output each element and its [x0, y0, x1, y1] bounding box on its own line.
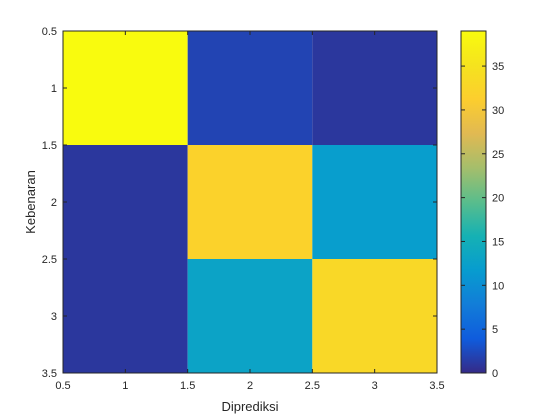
x-axis-label: Diprediksi	[221, 399, 278, 414]
colorbar	[460, 30, 487, 374]
x-tick-label: 3.5	[429, 380, 444, 392]
x-tick-label: 2	[247, 380, 253, 392]
y-axis: 0.5 1 1.5 2 2.5 3 3.5	[42, 26, 437, 380]
y-tick-label: 3	[51, 311, 57, 323]
x-tick-label: 2.5	[305, 380, 320, 392]
colorbar-tick-label: 30	[492, 105, 504, 117]
x-tick-label: 0.5	[55, 380, 70, 392]
colorbar-tick-label: 35	[492, 61, 504, 73]
y-axis-label: Kebenaran	[23, 170, 38, 234]
colorbar-tick-label: 10	[492, 280, 504, 292]
colorbar-ticks: 0 5 10 15 20 25 30 35	[461, 61, 504, 380]
colorbar-tick-label: 0	[492, 368, 498, 380]
x-tick-label: 1.5	[180, 380, 195, 392]
heatmap-cell-r1-c3	[312, 31, 437, 145]
y-tick-label: 2.5	[42, 254, 57, 266]
colorbar-tick-label: 25	[492, 149, 504, 161]
colorbar-tick-label: 5	[492, 324, 498, 336]
y-tick-label: 1.5	[42, 140, 57, 152]
colorbar-tick-label: 15	[492, 236, 504, 248]
heatmap-cell-r1-c1	[63, 31, 188, 145]
y-tick-label: 1	[51, 83, 57, 95]
heatmap-cell-r3-c1	[63, 259, 188, 373]
heatmap-cell-r2-c3	[312, 145, 437, 259]
heatmap-cell-r2-c1	[63, 145, 188, 259]
heatmap-cells	[63, 31, 437, 373]
heatmap-cell-r1-c2	[187, 31, 313, 145]
y-tick-label: 0.5	[42, 26, 57, 38]
x-axis: 0.5 1 1.5 2 2.5 3 3.5	[55, 31, 445, 392]
heatmap-cell-r3-c2	[187, 259, 313, 373]
colorbar-tick-label: 20	[492, 193, 504, 205]
heatmap-cell-r3-c3	[312, 259, 437, 373]
x-tick-label: 1	[122, 380, 128, 392]
heatmap-cell-r2-c2	[187, 145, 313, 259]
x-tick-label: 3	[372, 380, 378, 392]
y-tick-label: 2	[51, 197, 57, 209]
y-tick-label: 3.5	[42, 368, 57, 380]
